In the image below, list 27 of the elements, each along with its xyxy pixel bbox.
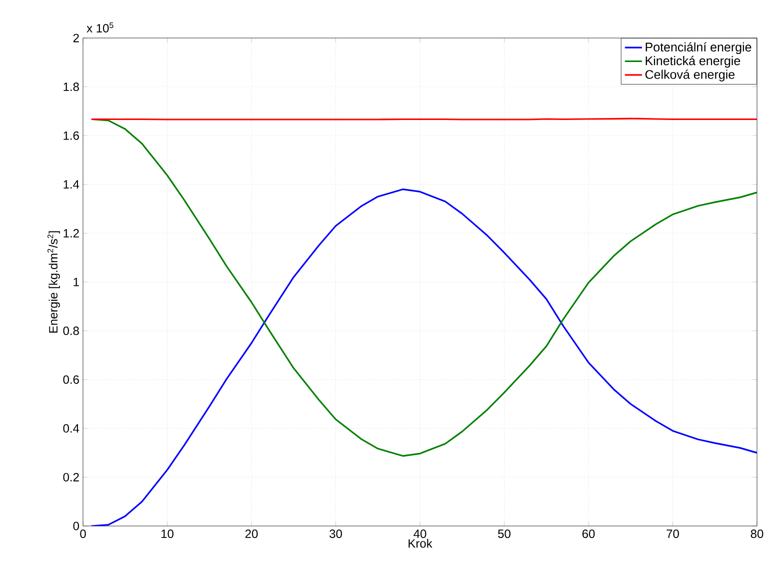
x-tick-label: 20 — [245, 530, 258, 538]
legend-label: Celková energie — [645, 70, 735, 82]
y-tick-label: 2 — [73, 34, 79, 42]
y-tick-label: 0 — [73, 522, 80, 530]
x-tick-label: 60 — [582, 530, 595, 538]
y-tick-label: 1 — [74, 278, 79, 286]
y-tick-label: 0.8 — [63, 326, 79, 336]
x-axis-title: Krok — [408, 538, 432, 548]
x-tick-label: 80 — [750, 530, 764, 538]
x-tick-label: 10 — [161, 530, 174, 538]
y-axis-title: Energie [kg.dm$^{2}$/s$^{2}$] — [47, 231, 60, 333]
y-tick-label: 0.4 — [63, 424, 80, 433]
x-tick-label: 40 — [414, 530, 426, 538]
y-tick-label: 1.2 — [64, 229, 79, 238]
y-tick-label: 1.8 — [64, 82, 79, 92]
y-tick-label: 1.4 — [64, 180, 80, 189]
x-tick-label: 0 — [80, 530, 86, 538]
legend-label: Potenciální energie — [646, 42, 752, 54]
line-series — [90, 188, 758, 526]
y-tick-label: 1.6 — [64, 131, 79, 140]
y-tick-label: 0.2 — [63, 472, 79, 482]
text: x 10$^{5}$ — [86, 22, 114, 32]
y-tick-label: 0.6 — [63, 375, 79, 384]
legend-label: Kinetická energie — [646, 56, 740, 68]
x-tick-label: 70 — [666, 530, 679, 538]
x-tick-label: 30 — [330, 530, 342, 538]
x-tick-label: 50 — [498, 530, 510, 538]
